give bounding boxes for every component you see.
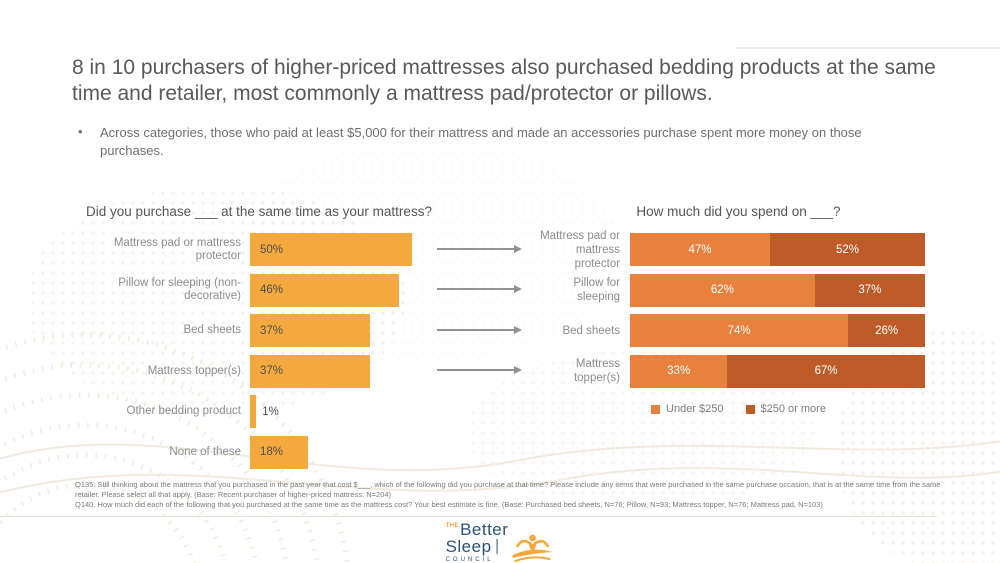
logo-divider	[496, 539, 499, 554]
stretching-person-icon	[512, 534, 553, 562]
category-label: None of these	[169, 445, 241, 458]
value-label: 37%	[260, 365, 284, 377]
flow-arrow	[437, 244, 522, 253]
better-sleep-council-logo: THE Better Sleep COUNCIL	[446, 521, 555, 563]
value-label: 46%	[260, 284, 284, 296]
left-chart-title: Did you purchase ___ at the same time as…	[86, 204, 432, 219]
stacked-bar: 62% 37%	[630, 273, 925, 307]
bar-row: Other bedding product 1%	[75, 395, 585, 428]
bottom-divider-line	[0, 516, 937, 517]
bar	[250, 435, 309, 469]
legend-label: $250 or more	[760, 403, 826, 415]
legend-item: $250 or more	[745, 403, 826, 415]
bar-track: 18%	[250, 435, 574, 469]
right-chart-rows: Mattress pad or mattress protector 47% 5…	[535, 230, 935, 388]
bar	[250, 314, 370, 347]
bar-row: None of these 18%	[75, 435, 585, 469]
legend-swatch	[651, 404, 661, 414]
stacked-bar: 47% 52%	[630, 233, 925, 266]
category-label: Bed sheets	[562, 324, 620, 337]
bar-row: Mattress pad or mattress protector 50%	[75, 233, 585, 266]
stacked-bar-row: Mattress topper(s) 33% 67%	[535, 354, 935, 388]
bar	[250, 273, 400, 307]
bar-track: 50%	[250, 233, 574, 266]
stacked-bar-row: Pillow for sleeping 62% 37%	[535, 273, 935, 307]
flow-arrow	[437, 284, 522, 293]
left-chart-rows: Mattress pad or mattress protector 50% P…	[75, 233, 585, 469]
stacked-bar: 74% 26%	[630, 314, 925, 347]
logo-sleep: Sleep	[445, 537, 492, 556]
legend-label: Under $250	[666, 403, 724, 415]
value-label: 50%	[260, 243, 284, 256]
bar-track: 1%	[250, 395, 574, 428]
stacked-bar-row: Bed sheets 74% 26%	[535, 314, 935, 347]
category-label: Pillow for sleeping (non-decorative)	[118, 277, 241, 302]
logo-better: Better	[460, 520, 509, 539]
segment-250-or-more: 37%	[814, 273, 925, 307]
value-label: 37%	[260, 324, 284, 337]
category-label: Mattress topper(s)	[147, 364, 241, 377]
category-label: Mattress pad or mattress protector	[540, 229, 620, 270]
flow-arrow	[437, 325, 522, 334]
segment-under-250: 47%	[630, 233, 771, 266]
bullet-text: Across categories, those who paid at lea…	[100, 125, 862, 158]
category-label: Pillow for sleeping	[573, 277, 620, 303]
segment-250-or-more: 67%	[727, 354, 925, 388]
segment-under-250: 33%	[630, 354, 728, 388]
category-label: Mattress pad or mattress protector	[113, 236, 241, 262]
segment-250-or-more: 52%	[770, 233, 925, 266]
footnote-q140: Q140. How much did each of the following…	[75, 500, 823, 509]
bar-track: 46%	[250, 273, 574, 307]
bar	[250, 354, 370, 388]
category-label: Bed sheets	[183, 324, 241, 336]
legend-item: Under $250	[651, 403, 724, 415]
stacked-bar: 33% 67%	[630, 354, 925, 388]
slide-title: 8 in 10 purchasers of higher-priced matt…	[72, 56, 936, 105]
footnote-q135: Q135. Still thinking about the mattress …	[75, 480, 941, 499]
category-label: Mattress topper(s)	[573, 358, 620, 384]
top-accent-line	[737, 47, 1000, 49]
right-chart-title: How much did you spend on ___?	[636, 204, 841, 219]
segment-under-250: 74%	[630, 314, 849, 347]
footnote: Q135. Still thinking about the mattress …	[75, 480, 949, 510]
value-label: 18%	[260, 446, 284, 458]
bullet-marker: •	[78, 124, 83, 139]
logo-text: THE Better Sleep COUNCIL	[446, 521, 509, 563]
chart-legend: Under $250 $250 or more	[540, 403, 937, 415]
logo-council: COUNCIL	[445, 557, 494, 563]
bar-row: Mattress topper(s) 37%	[75, 354, 585, 388]
bar-row: Pillow for sleeping (non-decorative) 46%	[75, 273, 585, 307]
segment-250-or-more: 26%	[848, 314, 925, 347]
flow-arrow	[437, 365, 522, 374]
bar-row: Bed sheets 37%	[75, 314, 585, 347]
segment-under-250: 62%	[630, 273, 815, 307]
category-label: Other bedding product	[126, 405, 241, 417]
bar	[250, 395, 256, 428]
stacked-bar-row: Mattress pad or mattress protector 47% 5…	[535, 230, 935, 270]
legend-swatch	[745, 404, 755, 414]
bar-track: 37%	[250, 354, 574, 388]
bar-track: 37%	[250, 314, 574, 347]
value-label: 1%	[262, 405, 279, 418]
logo-the: THE	[445, 523, 460, 529]
bullet-item: • Across categories, those who paid at l…	[78, 124, 918, 160]
bar	[250, 233, 412, 266]
